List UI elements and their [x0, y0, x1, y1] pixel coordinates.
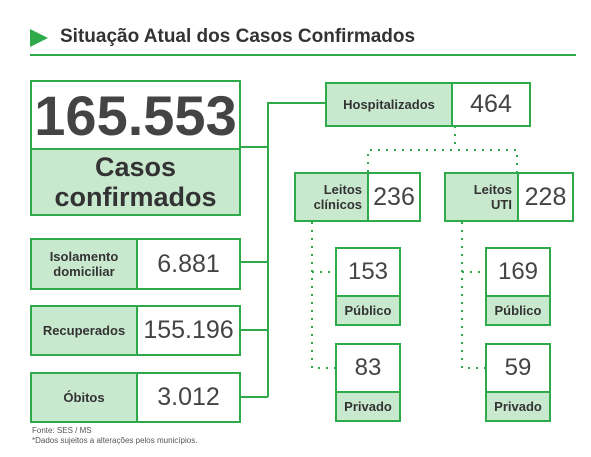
- sector-value: 59: [485, 343, 551, 393]
- sector-value: 153: [335, 247, 401, 297]
- sector-label: Privado: [335, 391, 401, 422]
- summary-label: Recuperados: [30, 305, 138, 356]
- total-value: 165.553: [30, 80, 241, 150]
- dotted-links: [311, 126, 518, 369]
- summary-value: 155.196: [136, 305, 241, 356]
- solid-links: [240, 102, 326, 398]
- total-label: Casos confirmados: [30, 148, 241, 216]
- footer-line: Fonte: SES / MS: [32, 426, 92, 435]
- title: Situação Atual dos Casos Confirmados: [60, 26, 416, 47]
- summary-label: Isolamento domiciliar: [30, 238, 138, 290]
- bed-value: 228: [517, 172, 574, 222]
- sector-value: 83: [335, 343, 401, 393]
- footer-line: *Dados sujeitos a alterações pelos munic…: [32, 436, 198, 445]
- summary-value: 6.881: [136, 238, 241, 290]
- title-arrow: [30, 29, 48, 47]
- hosp-value: 464: [451, 82, 531, 127]
- summary-label: Óbitos: [30, 372, 138, 423]
- sector-value: 169: [485, 247, 551, 297]
- sector-label: Público: [335, 295, 401, 326]
- sector-label: Privado: [485, 391, 551, 422]
- bed-value: 236: [367, 172, 421, 222]
- bed-label: Leitos clínicos: [294, 172, 369, 222]
- bed-label: Leitos UTI: [444, 172, 519, 222]
- sector-label: Público: [485, 295, 551, 326]
- summary-value: 3.012: [136, 372, 241, 423]
- hosp-label: Hospitalizados: [325, 82, 453, 127]
